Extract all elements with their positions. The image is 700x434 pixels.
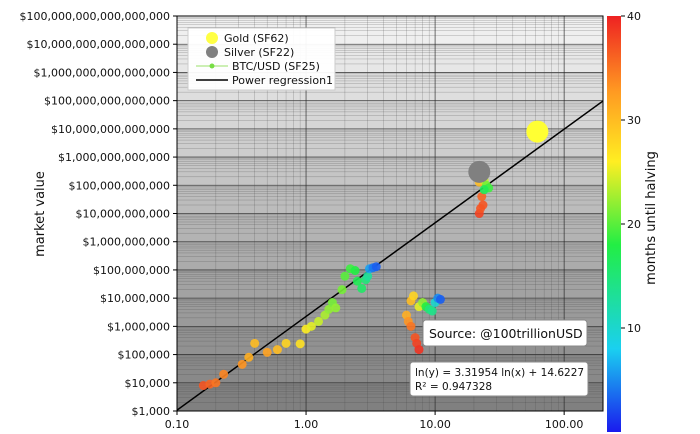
btc-point [295, 339, 305, 349]
r-squared: R² = 0.947328 [415, 381, 492, 393]
colorbar-tick-label: 40 [627, 10, 641, 23]
background-band [177, 213, 603, 242]
background-band [177, 269, 603, 299]
legend-regression-label: Power regression1 [232, 74, 333, 87]
x-tick-label: 1.00 [294, 418, 319, 431]
legend-gold-marker [206, 32, 218, 44]
regression-equation-box: ln(y) = 3.31954 ln(x) + 14.6227 R² = 0.9… [409, 361, 589, 397]
y-tick-label: $10,000,000 [100, 292, 170, 305]
btc-point [340, 271, 350, 281]
legend-silver-marker [206, 46, 218, 58]
btc-point [350, 266, 360, 276]
colorbar-tick-label: 20 [627, 218, 641, 231]
btc-point [306, 321, 316, 331]
silver-point [468, 160, 491, 183]
y-tick-label: $100,000,000,000,000 [44, 95, 170, 108]
btc-point [478, 200, 488, 210]
y-tick-label: $10,000,000,000,000,000 [27, 38, 170, 51]
y-axis-ticks: $1,000 $10,000 $100,000 $1,000,000 $10,000,0… [20, 10, 177, 418]
y-tick-label: $10,000 [125, 377, 171, 390]
btc-point [479, 185, 489, 195]
btc-point [331, 303, 341, 313]
source-annotation: Source: @100trillionUSD [422, 319, 588, 347]
y-tick-label: $100,000 [118, 349, 171, 362]
svg-text:Source: @100trillionUSD: Source: @100trillionUSD [429, 326, 583, 341]
btc-point [363, 271, 373, 281]
scatter-points [198, 120, 549, 391]
colorbar-tick-label: 30 [627, 114, 641, 127]
btc-point [262, 347, 272, 357]
btc-point [244, 352, 254, 362]
x-tick-label: 0.10 [165, 418, 190, 431]
btc-point [357, 283, 367, 293]
colorbar-tick-label: 10 [627, 322, 641, 335]
y-tick-label: $1,000,000,000,000,000 [34, 66, 170, 79]
legend-gold-label: Gold (SF62) [224, 32, 289, 45]
legend-btc-marker [209, 63, 215, 69]
y-tick-label: $1,000,000,000,000 [58, 151, 170, 164]
btc-point [406, 321, 416, 331]
grid-lines [177, 16, 603, 411]
btc-point [219, 369, 229, 379]
btc-point [371, 262, 381, 272]
y-tick-label: $10,000,000,000 [76, 208, 170, 221]
btc-point [324, 304, 334, 314]
btc-point [272, 345, 282, 355]
colorbar [607, 16, 621, 432]
y-tick-label: $100,000,000,000,000,000 [20, 10, 170, 23]
x-axis-ticks: 0.10 1.00 10.00 100.00 [165, 411, 584, 431]
legend-silver-label: Silver (SF22) [224, 46, 294, 59]
gold-point [526, 120, 549, 143]
btc-point [211, 378, 221, 388]
btc-point [237, 359, 247, 369]
background-band [177, 157, 603, 186]
btc-point [408, 291, 418, 301]
y-tick-label: $1,000,000,000 [83, 236, 170, 249]
y-tick-label: $100,000,000 [93, 264, 170, 277]
background-bands [177, 16, 603, 411]
colorbar-ticks: 10 20 30 40 [621, 10, 641, 335]
legend: Gold (SF62) Silver (SF22) BTC/USD (SF25)… [187, 27, 336, 91]
y-tick-label: $1,000,000 [107, 320, 170, 333]
y-tick-label: $100,000,000,000 [69, 179, 170, 192]
legend-btc-label: BTC/USD (SF25) [232, 60, 320, 73]
btc-point [352, 276, 362, 286]
btc-point [314, 316, 324, 326]
y-axis-label: market value [33, 171, 48, 257]
btc-point [477, 192, 487, 202]
btc-point [435, 294, 445, 304]
btc-point [281, 338, 291, 348]
colorbar-label: months until halving [644, 151, 659, 285]
y-tick-label: $1,000 [132, 405, 171, 418]
btc-point [414, 345, 424, 355]
background-band [177, 185, 603, 214]
regression-equation: ln(y) = 3.31954 ln(x) + 14.6227 [415, 367, 584, 379]
btc-point [427, 306, 437, 316]
y-tick-label: $10,000,000,000,000 [51, 123, 170, 136]
btc-point [250, 338, 260, 348]
x-tick-label: 10.00 [419, 418, 451, 431]
x-tick-label: 100.00 [545, 418, 584, 431]
btc-point [337, 285, 347, 295]
